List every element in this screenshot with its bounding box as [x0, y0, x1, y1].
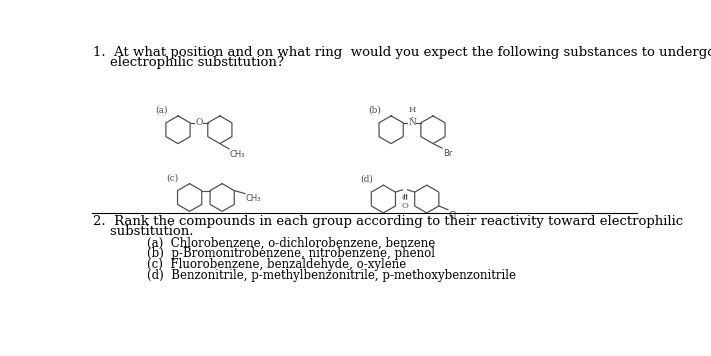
Text: Br: Br: [443, 149, 452, 158]
Text: (a)  Chlorobenzene, o-dichlorobenzene, benzene: (a) Chlorobenzene, o-dichlorobenzene, be…: [147, 236, 435, 249]
Text: C: C: [402, 194, 408, 203]
Text: 2.  Rank the compounds in each group according to their reactivity toward electr: 2. Rank the compounds in each group acco…: [92, 215, 683, 228]
Text: (d): (d): [360, 175, 373, 184]
Text: H: H: [408, 106, 416, 114]
Text: (c): (c): [166, 173, 178, 182]
Text: electrophilic substitution?: electrophilic substitution?: [92, 56, 284, 69]
Text: substitution.: substitution.: [92, 225, 193, 238]
Text: N: N: [408, 118, 416, 127]
Text: (b): (b): [368, 105, 381, 114]
Text: (c)  Fluorobenzene, benzaldehyde, o-xylene: (c) Fluorobenzene, benzaldehyde, o-xylen…: [147, 258, 406, 271]
Text: 1.  At what position and on what ring  would you expect the following substances: 1. At what position and on what ring wou…: [92, 46, 711, 59]
Text: O: O: [196, 118, 203, 127]
Text: CH₃: CH₃: [246, 194, 262, 203]
Text: (b)  p-Bromonitrobenzene, nitrobenzene, phenol: (b) p-Bromonitrobenzene, nitrobenzene, p…: [147, 247, 435, 260]
Text: (d)  Benzonitrile, p-methylbenzonitrile, p-methoxybenzonitrile: (d) Benzonitrile, p-methylbenzonitrile, …: [147, 269, 516, 282]
Text: O: O: [402, 202, 409, 210]
Text: CH₃: CH₃: [230, 150, 245, 159]
Text: Cl: Cl: [449, 211, 457, 220]
Text: (a): (a): [155, 105, 167, 114]
